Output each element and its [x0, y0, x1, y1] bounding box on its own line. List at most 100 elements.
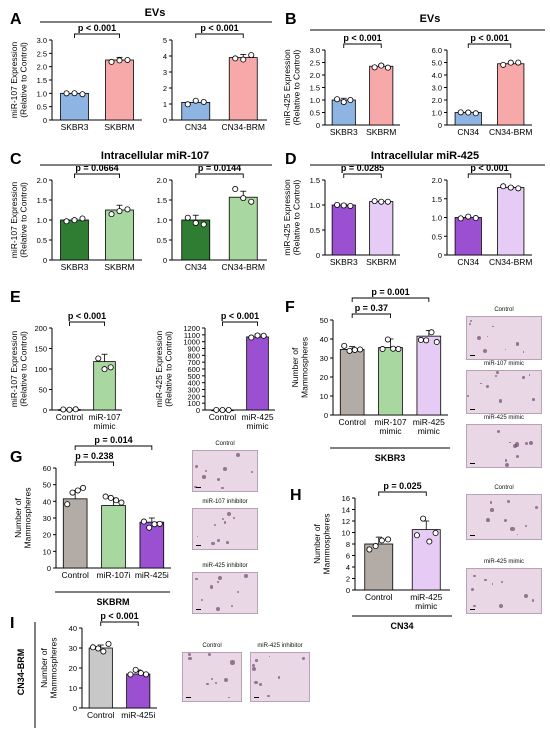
panel-letter-d: D	[285, 151, 297, 168]
data-point	[413, 532, 420, 539]
micrograph-image	[466, 424, 542, 468]
mammosphere-speck	[498, 399, 503, 403]
p-value-label: p = 0.37	[355, 303, 388, 313]
micrograph-title: Control	[494, 307, 514, 313]
x-tick-label: miR-107i	[96, 570, 130, 580]
y-tick-label: 150	[34, 345, 47, 354]
bar	[497, 187, 525, 256]
bar	[339, 349, 365, 416]
mammosphere-speck	[267, 694, 270, 698]
data-point	[107, 494, 114, 501]
bar	[60, 92, 89, 121]
mammosphere-speck	[496, 371, 499, 375]
y-tick-label: 4	[346, 563, 350, 572]
mammosphere-speck	[255, 659, 258, 662]
y-tick-label: 4	[163, 52, 167, 61]
mammosphere-speck	[496, 429, 500, 433]
y-axis-label: Number ofMammospheres	[312, 514, 332, 575]
data-point	[357, 346, 364, 353]
mammosphere-speck	[528, 374, 531, 376]
data-point	[472, 215, 479, 222]
data-point	[500, 183, 507, 190]
data-point	[395, 346, 402, 353]
micrograph-title: miR-107 inhibitor	[202, 499, 248, 505]
y-tick-label: 0	[43, 116, 47, 125]
data-point	[432, 530, 439, 537]
y-tick-label: 30	[69, 644, 77, 653]
data-point	[347, 202, 354, 209]
bar	[62, 498, 88, 569]
bar	[105, 59, 134, 121]
data-point	[79, 91, 86, 98]
data-point	[384, 336, 391, 343]
mammosphere-speck	[516, 454, 520, 458]
chart-d1: 0 0.5 1.0 1.5 miR-425 Expression(Relative to…	[282, 163, 400, 267]
group-label-f: SKBR3	[375, 453, 406, 463]
chart-c1: 0 0.5 1.0 1.5 2.0 miR-107 Expression(Relative…	[9, 163, 142, 272]
data-point	[71, 217, 78, 224]
y-tick-label: 0	[43, 256, 47, 265]
bar	[126, 673, 151, 709]
p-value-label: p = 0.0285	[341, 163, 384, 173]
p-value-label: p = 0.0144	[198, 163, 241, 173]
data-point	[146, 524, 153, 531]
mammosphere-speck	[531, 599, 535, 602]
significance-bracket	[195, 173, 244, 178]
p-value-label: p = 0.014	[94, 435, 132, 445]
data-point	[507, 59, 514, 66]
y-tick-label: 0	[73, 704, 77, 713]
mammosphere-speck	[206, 682, 209, 685]
data-point	[184, 101, 191, 108]
y-tick-label: 200	[187, 392, 200, 401]
x-tick-label: SKBR3	[61, 262, 89, 272]
y-tick-label: 50	[320, 316, 328, 325]
data-point	[124, 56, 131, 63]
data-point	[232, 186, 239, 193]
bar	[228, 196, 258, 261]
data-point	[184, 214, 191, 221]
mammosphere-speck	[188, 653, 191, 656]
mammosphere-speck	[515, 342, 520, 346]
data-point	[71, 90, 78, 97]
chart-b2: 0 1.0 2.0 3.0 4.0 5.0 6.0 CN34 CN34-BRM p < 0.001	[432, 33, 533, 137]
y-tick-label: 0.5	[310, 109, 320, 118]
y-tick-label: 700	[187, 358, 200, 367]
y-tick-label: 2.5	[37, 49, 47, 58]
data-point	[379, 346, 386, 353]
p-value-label: p < 0.001	[68, 311, 106, 321]
bar	[369, 65, 394, 126]
mammosphere-speck	[232, 517, 235, 520]
micrograph-title: Control	[202, 643, 222, 649]
mammosphere-speck	[524, 524, 528, 528]
significance-bracket	[74, 461, 114, 466]
mammosphere-speck	[188, 656, 192, 661]
y-tick-label: 1.0	[37, 216, 47, 225]
micrograph-title: miR-107 mimic	[483, 361, 524, 367]
mammosphere-speck	[251, 663, 256, 668]
y-tick-label: 100	[187, 399, 200, 408]
mammosphere-speck	[489, 501, 493, 504]
y-tick-label: 2.0	[432, 96, 442, 105]
data-point	[384, 64, 391, 71]
micrograph-title: miR-425 mimic	[483, 415, 524, 421]
scale-bar	[470, 534, 475, 536]
data-point	[465, 109, 472, 116]
data-point	[428, 329, 435, 336]
panel-letter-a: A	[10, 11, 22, 28]
data-point	[334, 201, 341, 208]
data-point	[340, 99, 347, 106]
significance-bracket	[195, 33, 244, 38]
y-tick-label: 60	[43, 464, 51, 473]
charts-layer: 0 0.5 1.0 1.5 2.0 2.5 3.0 miR-107 Expression(Re…	[9, 23, 532, 720]
mammosphere-speck	[495, 375, 497, 377]
mammosphere-speck	[196, 535, 199, 538]
bar	[105, 209, 134, 261]
data-point	[334, 96, 341, 103]
data-point	[457, 215, 464, 222]
p-value-label: p = 0.025	[383, 481, 421, 491]
data-point	[254, 332, 261, 339]
data-point	[127, 671, 134, 678]
mammosphere-speck	[524, 593, 529, 599]
mammosphere-speck	[490, 508, 494, 512]
